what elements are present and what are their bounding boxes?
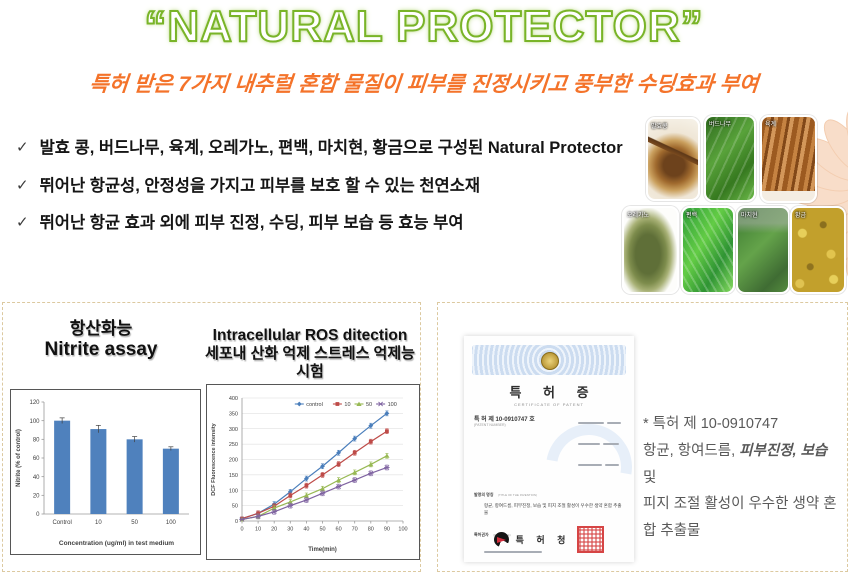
svg-text:Concentration (ug/ml) in test: Concentration (ug/ml) in test medium [59, 540, 174, 547]
svg-text:control: control [306, 402, 323, 408]
svg-text:50: 50 [232, 504, 238, 510]
line-chart-title-en: Intracellular ROS ditection [212, 327, 408, 344]
svg-text:60: 60 [33, 456, 40, 462]
svg-text:350: 350 [229, 411, 238, 417]
svg-text:100: 100 [229, 488, 238, 494]
line-chart-title-ko: 세포내 산화 억제 스트레스 억제능 시험 [205, 345, 415, 380]
ingredient-photo-purslane: 마치현 [736, 206, 790, 294]
svg-text:80: 80 [33, 437, 40, 443]
svg-text:100: 100 [398, 527, 407, 533]
patent-note-effects: 항균, 항여드름, 피부진정, 보습 및 [643, 442, 828, 486]
line-chart-title: Intracellular ROS ditection 세포내 산화 억제 스트… [199, 327, 421, 381]
ingredient-label: 오레가노 [627, 213, 650, 219]
charts-panel: 항산화능 Nitrite assay Intracellular ROS dit… [2, 302, 421, 572]
svg-text:80: 80 [368, 527, 374, 533]
ingredient-label: 육계 [765, 122, 777, 128]
ingredient-photo-fermented-soybean: 발효콩 [646, 117, 700, 201]
svg-text:Nitrite (% of control): Nitrite (% of control) [16, 429, 22, 487]
bullet-text: 발효 콩, 버드나무, 육계, 오레가노, 편백, 마치현, 황금으로 구성된 … [39, 139, 623, 157]
ingredient-photo-oregano: 오레가노 [622, 206, 679, 294]
svg-text:20: 20 [271, 527, 277, 533]
ingredient-photo-cypress: 편백 [681, 206, 735, 294]
svg-text:120: 120 [29, 400, 40, 406]
certificate-patent-number: 특 허 제 10-0910747 호 [474, 417, 535, 423]
svg-text:100: 100 [166, 520, 177, 526]
svg-text:400: 400 [229, 396, 238, 402]
svg-text:0: 0 [36, 512, 40, 518]
check-icon: ✓ [16, 214, 29, 232]
list-item: ✓ 뛰어난 항균성, 안정성을 가지고 피부를 보호 할 수 있는 천연소재 [16, 176, 646, 197]
bar-chart-title-ko: 항산화능 [69, 319, 133, 338]
patent-note: * 특허 제 10-0910747 항균, 항여드름, 피부진정, 보습 및 피… [643, 411, 843, 545]
svg-text:50: 50 [319, 527, 325, 533]
check-icon: ✓ [16, 139, 29, 156]
check-icon: ✓ [16, 176, 29, 194]
list-item: ✓ 발효 콩, 버드나무, 육계, 오레가노, 편백, 마치현, 황금으로 구성… [16, 138, 646, 159]
svg-text:300: 300 [229, 427, 238, 433]
svg-text:10: 10 [255, 527, 261, 533]
bullet-list: ✓ 발효 콩, 버드나무, 육계, 오레가노, 편백, 마치현, 황금으로 구성… [16, 138, 646, 251]
svg-text:40: 40 [303, 527, 309, 533]
bar-chart-title: 항산화능 Nitrite assay [5, 319, 197, 361]
kipo-logo-icon [493, 532, 509, 547]
bullet-text: 뛰어난 항균성, 안정성을 가지고 피부를 보호 할 수 있는 천연소재 [39, 176, 481, 195]
bar-chart-svg: 0 20 40 60 80 100 120 Control 10 50 100 Concentrati… [16, 400, 189, 547]
svg-text:40: 40 [33, 475, 40, 481]
svg-text:30: 30 [287, 527, 293, 533]
cert-meta-lines [578, 414, 624, 477]
ingredient-label: 황금 [795, 213, 807, 219]
svg-text:0: 0 [240, 527, 243, 533]
ingredient-label: 편백 [686, 213, 698, 219]
list-item: ✓ 뛰어난 항균 효과 외에 피부 진정, 수딩, 피부 보습 등 효능 부여 [16, 213, 646, 234]
svg-text:70: 70 [352, 527, 358, 533]
subtitle: 특허 받은 7가지 내추럴 혼합 물질이 피부를 진정시키고 풍부한 수딩효과 … [88, 73, 760, 96]
certificate-guilloche-band [472, 345, 626, 375]
svg-text:DCF Fluorescence intensity: DCF Fluorescence intensity [211, 422, 217, 495]
red-seal-stamp-icon [577, 526, 605, 553]
bar-chart-title-en: Nitrite assay [44, 339, 158, 361]
svg-text:250: 250 [229, 442, 238, 448]
patent-panel: 특 허 증 CERTIFICATE OF PATENT 특 허 제 10-091… [437, 302, 848, 572]
page-title: “NATURAL PROTECTOR” [143, 1, 704, 52]
svg-text:100: 100 [388, 402, 397, 408]
ingredient-photo-cinnamon: 육계 [760, 115, 817, 203]
svg-text:100: 100 [29, 419, 40, 425]
ingredient-label: 버드나무 [709, 122, 732, 128]
svg-text:10: 10 [344, 402, 350, 408]
svg-text:20: 20 [33, 493, 40, 499]
bar-chart: 0 20 40 60 80 100 120 Control 10 50 100 Concentrati… [10, 389, 201, 555]
patent-certificate: 특 허 증 CERTIFICATE OF PATENT 특 허 제 10-091… [464, 336, 634, 562]
bullet-text: 뛰어난 항균 효과 외에 피부 진정, 수딩, 피부 보습 등 효능 부여 [39, 214, 464, 233]
certificate-patent-number-en: (PATENT NUMBER) [474, 423, 506, 427]
svg-text:10: 10 [95, 520, 102, 526]
ingredient-photo-willow: 버드나무 [704, 115, 756, 202]
svg-text:60: 60 [336, 527, 342, 533]
ingredient-label: 발효콩 [651, 124, 668, 130]
svg-text:Control: Control [52, 520, 71, 526]
svg-text:50: 50 [131, 520, 138, 526]
svg-text:150: 150 [229, 473, 238, 479]
certificate-subtitle: CERTIFICATE OF PATENT [514, 402, 584, 407]
certificate-seal-icon [541, 352, 559, 370]
ingredient-photo-skullcap: 황금 [790, 206, 846, 294]
certificate-agency: 특 허 청 [515, 535, 571, 545]
ingredient-label: 마치현 [741, 213, 758, 219]
svg-text:200: 200 [229, 458, 238, 464]
patent-note-description: 피지 조절 활성이 우수한 생약 혼합 추출물 [643, 496, 837, 540]
certificate-title: 특 허 증 [509, 385, 598, 400]
line-chart-svg: 0 50 100 150 200 250 300 350 400 0 10 20 30 40 50 60 70 8… [211, 396, 408, 553]
svg-text:0: 0 [235, 519, 238, 525]
patent-note-number: * 특허 제 10-0910747 [643, 416, 779, 432]
svg-text:90: 90 [384, 527, 390, 533]
certificate-invention-title: 발명의 명칭 (TITLE OF THE INVENTION) 항균, 항여드름… [474, 492, 622, 515]
line-chart: 0 50 100 150 200 250 300 350 400 0 10 20 30 40 50 60 70 8… [206, 384, 420, 560]
svg-text:Time(min): Time(min) [308, 547, 337, 553]
svg-text:50: 50 [366, 402, 372, 408]
